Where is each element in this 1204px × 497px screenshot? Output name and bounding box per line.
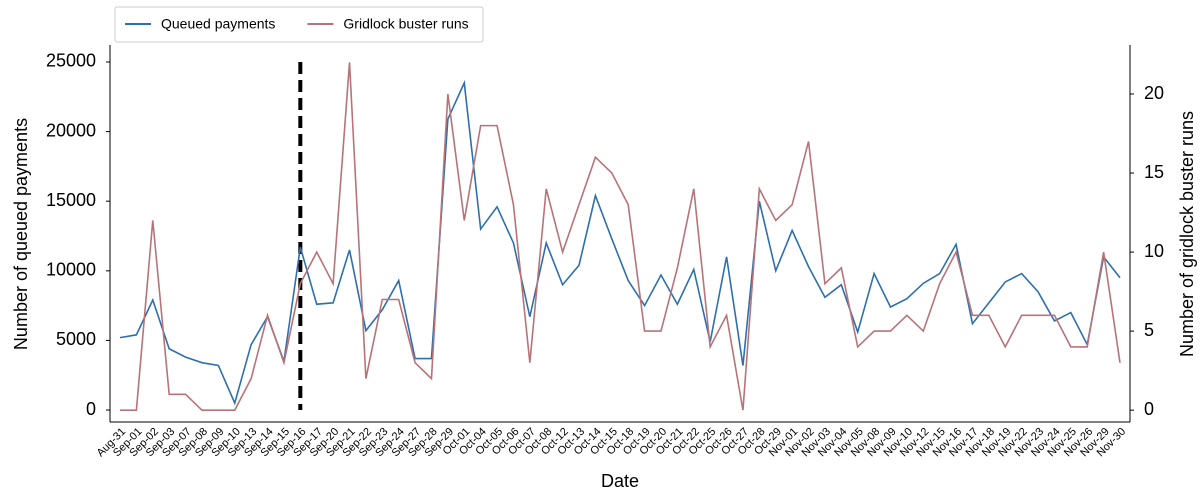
y-tick-label: 15000	[46, 190, 96, 210]
y-tick-label: 5000	[56, 329, 96, 349]
y2-tick-label: 15	[1144, 162, 1164, 182]
legend-label: Queued payments	[161, 16, 275, 32]
y-tick-label: 25000	[46, 51, 96, 71]
y2-tick-label: 20	[1144, 83, 1164, 103]
y2-axis-label: Number of gridlock buster runs	[1177, 111, 1197, 357]
legend-label: Gridlock buster runs	[343, 16, 468, 32]
y2-tick-label: 5	[1144, 320, 1154, 340]
series-line	[120, 62, 1121, 411]
y-tick-label: 10000	[46, 260, 96, 280]
y2-tick-label: 0	[1144, 399, 1154, 419]
x-axis-label: Date	[601, 471, 639, 491]
series-line	[119, 79, 1121, 406]
y2-tick-label: 10	[1144, 241, 1164, 261]
y-tick-label: 0	[86, 399, 96, 419]
y-axis-label: Number of queued payments	[11, 118, 31, 350]
legend-frame	[114, 6, 484, 43]
y-tick-label: 20000	[46, 120, 96, 140]
legend: Queued payments Gridlock buster runs	[114, 6, 484, 43]
